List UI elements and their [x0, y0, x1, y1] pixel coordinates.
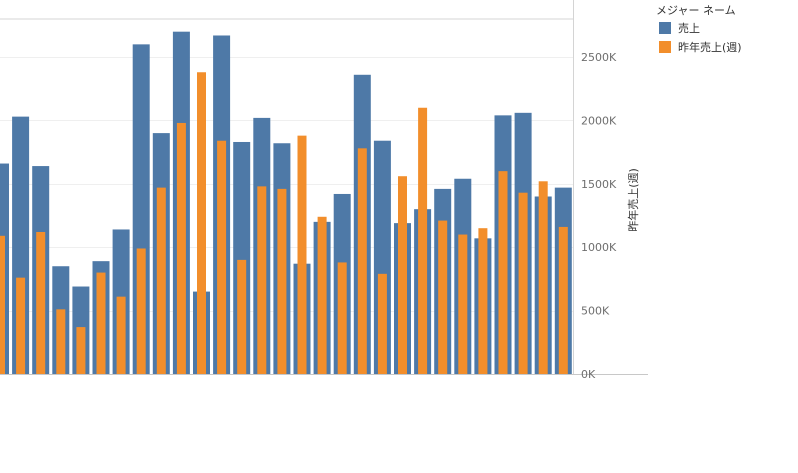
- bar-last-year-sales[interactable]: [377, 273, 387, 374]
- legend-item-last-year-sales[interactable]: 昨年売上(週): [656, 37, 796, 56]
- bar-last-year-sales[interactable]: [257, 186, 267, 374]
- y-axis-title: 昨年売上(週): [626, 168, 640, 232]
- y-tick-label: 2500K: [581, 51, 617, 64]
- bar-last-year-sales[interactable]: [217, 140, 227, 374]
- bar-last-year-sales[interactable]: [76, 327, 86, 374]
- y-tick-label: 0K: [581, 368, 596, 381]
- y-tick-label: 500K: [581, 305, 610, 318]
- legend-label-last-year-sales: 昨年売上(週): [678, 40, 742, 54]
- bar-last-year-sales[interactable]: [438, 220, 448, 374]
- bar-last-year-sales[interactable]: [156, 187, 166, 374]
- bars: [0, 31, 572, 375]
- bar-last-year-sales[interactable]: [558, 226, 568, 374]
- legend-label-sales: 売上: [678, 21, 700, 35]
- legend-item-sales[interactable]: 売上: [656, 18, 796, 37]
- bar-last-year-sales[interactable]: [357, 148, 367, 374]
- bar-last-year-sales[interactable]: [458, 234, 468, 374]
- bar-last-year-sales[interactable]: [116, 296, 126, 374]
- y-tick-label: 2000K: [581, 114, 617, 127]
- bar-last-year-sales[interactable]: [317, 216, 327, 374]
- y-tick-label: 1000K: [581, 241, 617, 254]
- bar-last-year-sales[interactable]: [418, 107, 428, 374]
- bar-last-year-sales[interactable]: [538, 181, 548, 374]
- y-axis-ticks: 0K 500K 1000K 1500K 2000K 2500K: [581, 51, 617, 381]
- y-tick-label: 1500K: [581, 178, 617, 191]
- bar-last-year-sales[interactable]: [16, 277, 26, 374]
- legend-title: メジャー ネーム: [656, 4, 736, 17]
- bar-last-year-sales[interactable]: [337, 262, 347, 374]
- bar-last-year-sales[interactable]: [136, 248, 146, 374]
- bar-last-year-sales[interactable]: [297, 135, 307, 374]
- bar-last-year-sales[interactable]: [518, 192, 528, 374]
- bar-last-year-sales[interactable]: [56, 309, 66, 374]
- bar-last-year-sales[interactable]: [237, 259, 247, 374]
- legend-swatch-last-year-sales: [659, 40, 671, 53]
- legend-swatch-sales: [659, 21, 671, 34]
- bar-last-year-sales[interactable]: [197, 72, 206, 374]
- bar-last-year-sales[interactable]: [176, 122, 186, 374]
- bar-last-year-sales[interactable]: [277, 188, 287, 374]
- bar-last-year-sales[interactable]: [478, 228, 488, 374]
- bar-last-year-sales[interactable]: [498, 171, 508, 374]
- bar-last-year-sales[interactable]: [36, 232, 46, 374]
- legend: メジャー ネーム 売上 昨年売上(週): [656, 3, 796, 56]
- bar-last-year-sales[interactable]: [0, 235, 5, 374]
- bar-last-year-sales[interactable]: [96, 272, 106, 374]
- bar-last-year-sales[interactable]: [398, 176, 407, 374]
